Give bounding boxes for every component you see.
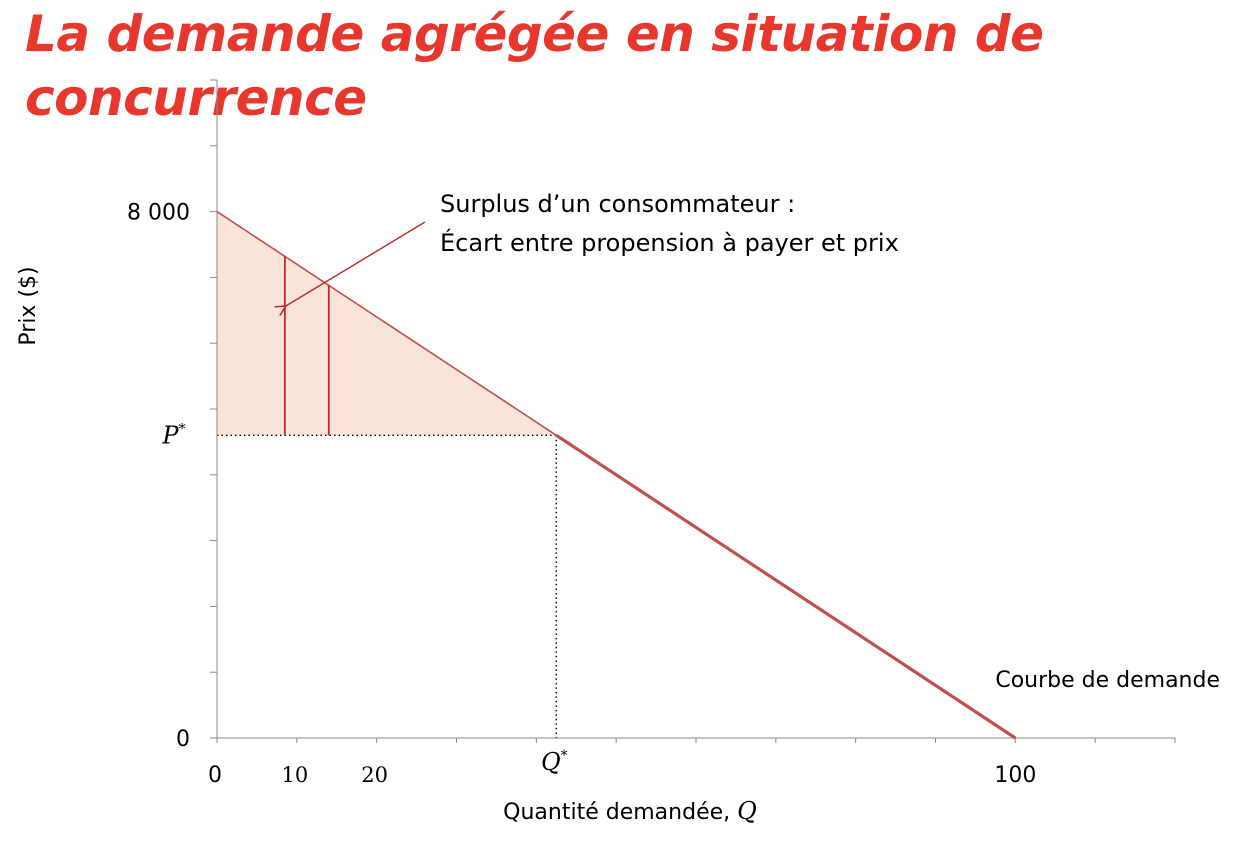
p-star-label: P* (161, 421, 185, 449)
x-axis-label-variable: Q (737, 797, 757, 825)
q-star-label: Q* (541, 748, 568, 776)
y-tick-label: 8 000 (127, 201, 190, 226)
annotation-arrow (274, 221, 426, 316)
x-tick-label: 0 (208, 763, 222, 788)
q-star-superscript: * (561, 748, 568, 764)
x-axis-label: Quantité demandée, Q (503, 797, 757, 825)
x-axis-label-text: Quantité demandée, (503, 800, 737, 825)
annotation-line-2: Écart entre propension à payer et prix (440, 228, 899, 257)
p-star-superscript: * (179, 421, 186, 437)
x-tick-label: 20 (361, 763, 388, 787)
demand-curve-upper (216, 210, 557, 436)
y-tick-label: 0 (176, 727, 190, 752)
demand-curve-lower (555, 433, 1017, 740)
demand-curve-label: Courbe de demande (995, 668, 1220, 693)
y-axis-label: Prix ($) (16, 266, 41, 345)
page-title: La demande agrégée en situation de concu… (25, 5, 1044, 127)
x-tick-label: 10 (281, 763, 308, 787)
annotation-line-1: Surplus d’un consommateur : (440, 190, 795, 218)
x-tick-label: 100 (994, 763, 1036, 788)
